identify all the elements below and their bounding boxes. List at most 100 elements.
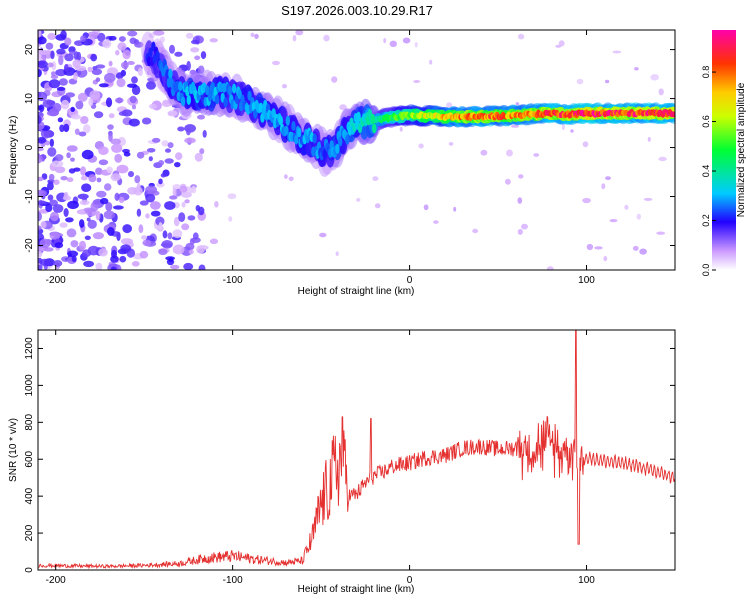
noise-speckle <box>141 235 148 240</box>
noise-speckle <box>72 59 81 69</box>
noise-speckle <box>209 238 219 245</box>
noise-speckle <box>59 222 68 228</box>
ridge-cell <box>231 83 237 94</box>
noise-speckle <box>67 250 79 258</box>
noise-speckle <box>68 46 76 53</box>
noise-speckle <box>158 178 163 185</box>
noise-speckle <box>172 244 185 255</box>
y-tick-label: 20 <box>24 44 35 56</box>
noise-speckle <box>128 118 140 127</box>
noise-speckle <box>115 72 124 79</box>
noise-speckle <box>71 255 77 263</box>
noise-speckle <box>98 146 109 155</box>
noise-speckle <box>194 55 201 61</box>
noise-speckle <box>38 68 42 78</box>
noise-speckle <box>119 255 127 263</box>
ridge-cell <box>178 81 183 92</box>
noise-speckle <box>58 78 68 86</box>
noise-speckle <box>142 239 152 247</box>
noise-speckle <box>98 248 108 257</box>
colorbar-tick-label: 0.2 <box>701 214 711 227</box>
noise-speckle <box>184 199 190 204</box>
noise-speckle <box>292 34 297 42</box>
noise-speckle <box>609 219 618 223</box>
noise-speckle <box>150 201 161 210</box>
y-tick-label: 800 <box>24 414 35 431</box>
noise-speckle <box>634 67 639 71</box>
noise-speckle <box>87 31 99 37</box>
y-tick-label: 400 <box>24 487 35 504</box>
colorbar-tick-label: 0.6 <box>701 115 711 128</box>
noise-speckle <box>63 208 69 217</box>
noise-speckle <box>127 61 135 65</box>
noise-speckle <box>66 152 71 159</box>
noise-speckle <box>43 247 54 252</box>
noise-speckle <box>107 227 115 236</box>
noise-speckle <box>658 156 667 162</box>
noise-speckle <box>54 154 64 162</box>
noise-speckle <box>87 66 93 73</box>
noise-speckle <box>647 136 651 142</box>
noise-speckle <box>148 156 153 162</box>
noise-speckle <box>80 35 87 42</box>
noise-speckle <box>191 185 197 194</box>
noise-speckle <box>38 138 47 143</box>
noise-speckle <box>186 127 191 136</box>
colorbar-ticks: 0.0 0.2 0.4 0.6 0.8 <box>701 66 716 276</box>
noise-speckle <box>84 235 91 240</box>
x-tick-label: -200 <box>46 275 66 286</box>
noise-speckle <box>446 102 453 109</box>
noise-speckle <box>515 102 520 106</box>
noise-speckle <box>586 243 594 251</box>
x-tick-label: -200 <box>46 575 66 586</box>
noise-speckle <box>402 37 411 44</box>
noise-speckle <box>161 240 173 249</box>
ridge-cell <box>227 85 232 96</box>
noise-speckle <box>136 151 145 159</box>
noise-speckle <box>47 194 54 201</box>
ridge-cell <box>148 47 153 58</box>
noise-speckle <box>121 61 129 69</box>
colorbar: 0.0 0.2 0.4 0.6 0.8 Normalized spectral ampl… <box>701 30 747 276</box>
noise-speckle <box>178 212 186 223</box>
noise-speckle <box>38 142 42 148</box>
noise-speckle <box>594 246 603 250</box>
noise-speckle <box>169 195 178 200</box>
noise-speckle <box>433 220 439 224</box>
noise-speckle <box>88 174 97 183</box>
snr-panel: -200 -100 0 100 0 200 400 600 800 1000 1200 Heigh… <box>8 329 676 595</box>
noise-speckle <box>107 124 114 130</box>
noise-speckle <box>49 231 61 240</box>
noise-speckle <box>169 44 175 54</box>
ridge-cell <box>291 121 296 131</box>
noise-speckle <box>114 192 120 201</box>
noise-speckle <box>136 208 142 217</box>
noise-speckle <box>127 83 138 88</box>
ridge-cell <box>205 85 210 96</box>
noise-speckle <box>111 143 123 153</box>
noise-speckle <box>174 162 181 168</box>
noise-speckle <box>162 230 168 239</box>
noise-speckle <box>158 160 165 166</box>
y-tick-label: 1200 <box>24 337 35 360</box>
noise-speckle <box>47 147 57 157</box>
noise-speckle <box>90 53 98 62</box>
noise-speckle <box>200 51 207 60</box>
ridge-cell <box>186 95 191 105</box>
noise-speckle <box>83 124 91 134</box>
noise-speckle <box>185 32 194 39</box>
noise-speckle <box>79 219 85 228</box>
noise-speckle <box>53 179 60 185</box>
ridge-cell <box>294 134 299 145</box>
snr-frame <box>37 329 676 571</box>
noise-speckle <box>105 202 113 212</box>
noise-speckle <box>83 260 95 268</box>
noise-speckle <box>70 157 75 162</box>
noise-speckle <box>650 74 659 81</box>
noise-speckle <box>100 197 109 205</box>
noise-speckle <box>582 197 591 204</box>
noise-speckle <box>63 191 69 200</box>
noise-speckle <box>64 64 69 72</box>
ridge-cell <box>372 123 377 134</box>
noise-speckle <box>319 232 327 238</box>
